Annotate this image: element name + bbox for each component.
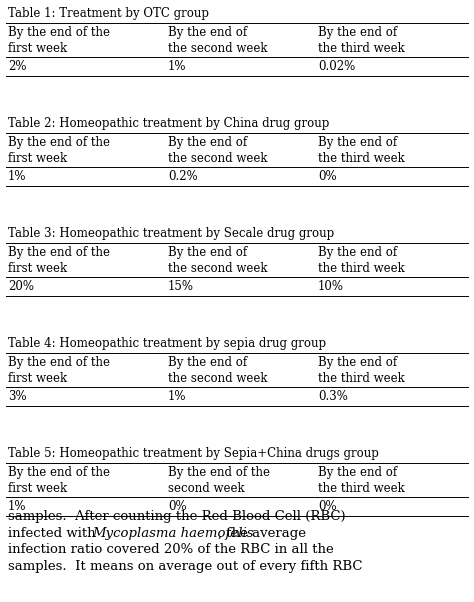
Text: By the end of
the third week: By the end of the third week bbox=[318, 246, 405, 275]
Text: 0.2%: 0.2% bbox=[168, 170, 198, 183]
Text: 1%: 1% bbox=[8, 500, 27, 513]
Text: Table 3: Homeopathic treatment by Secale drug group: Table 3: Homeopathic treatment by Secale… bbox=[8, 227, 334, 240]
Text: 0%: 0% bbox=[318, 500, 337, 513]
Text: 0%: 0% bbox=[168, 500, 187, 513]
Text: By the end of the
first week: By the end of the first week bbox=[8, 356, 110, 385]
Text: Table 1: Treatment by OTC group: Table 1: Treatment by OTC group bbox=[8, 7, 209, 20]
Text: By the end of the
second week: By the end of the second week bbox=[168, 466, 270, 495]
Text: By the end of
the second week: By the end of the second week bbox=[168, 26, 267, 55]
Text: samples.  It means on average out of every fifth RBC: samples. It means on average out of ever… bbox=[8, 560, 363, 573]
Text: By the end of
the third week: By the end of the third week bbox=[318, 26, 405, 55]
Text: Table 4: Homeopathic treatment by sepia drug group: Table 4: Homeopathic treatment by sepia … bbox=[8, 337, 326, 350]
Text: By the end of
the third week: By the end of the third week bbox=[318, 466, 405, 495]
Text: 1%: 1% bbox=[168, 60, 186, 73]
Text: By the end of the
first week: By the end of the first week bbox=[8, 466, 110, 495]
Text: infected with: infected with bbox=[8, 527, 100, 539]
Text: 2%: 2% bbox=[8, 60, 27, 73]
Text: By the end of
the third week: By the end of the third week bbox=[318, 356, 405, 385]
Text: By the end of the
first week: By the end of the first week bbox=[8, 136, 110, 165]
Text: By the end of
the third week: By the end of the third week bbox=[318, 136, 405, 165]
Text: samples.  After counting the Red Blood Cell (RBC): samples. After counting the Red Blood Ce… bbox=[8, 510, 346, 523]
Text: By the end of
the second week: By the end of the second week bbox=[168, 136, 267, 165]
Text: By the end of
the second week: By the end of the second week bbox=[168, 246, 267, 275]
Text: 0.02%: 0.02% bbox=[318, 60, 355, 73]
Text: 10%: 10% bbox=[318, 280, 344, 293]
Text: 0.3%: 0.3% bbox=[318, 390, 348, 403]
Text: 1%: 1% bbox=[168, 390, 186, 403]
Text: 15%: 15% bbox=[168, 280, 194, 293]
Text: By the end of the
first week: By the end of the first week bbox=[8, 246, 110, 275]
Text: infection ratio covered 20% of the RBC in all the: infection ratio covered 20% of the RBC i… bbox=[8, 543, 334, 556]
Text: Table 5: Homeopathic treatment by Sepia+China drugs group: Table 5: Homeopathic treatment by Sepia+… bbox=[8, 447, 379, 460]
Text: Table 2: Homeopathic treatment by China drug group: Table 2: Homeopathic treatment by China … bbox=[8, 117, 329, 130]
Text: 1%: 1% bbox=[8, 170, 27, 183]
Text: 0%: 0% bbox=[318, 170, 337, 183]
Text: Mycoplasma haemofelis: Mycoplasma haemofelis bbox=[92, 527, 254, 539]
Text: By the end of the
first week: By the end of the first week bbox=[8, 26, 110, 55]
Text: 3%: 3% bbox=[8, 390, 27, 403]
Text: 20%: 20% bbox=[8, 280, 34, 293]
Text: By the end of
the second week: By the end of the second week bbox=[168, 356, 267, 385]
Text: , the average: , the average bbox=[218, 527, 306, 539]
